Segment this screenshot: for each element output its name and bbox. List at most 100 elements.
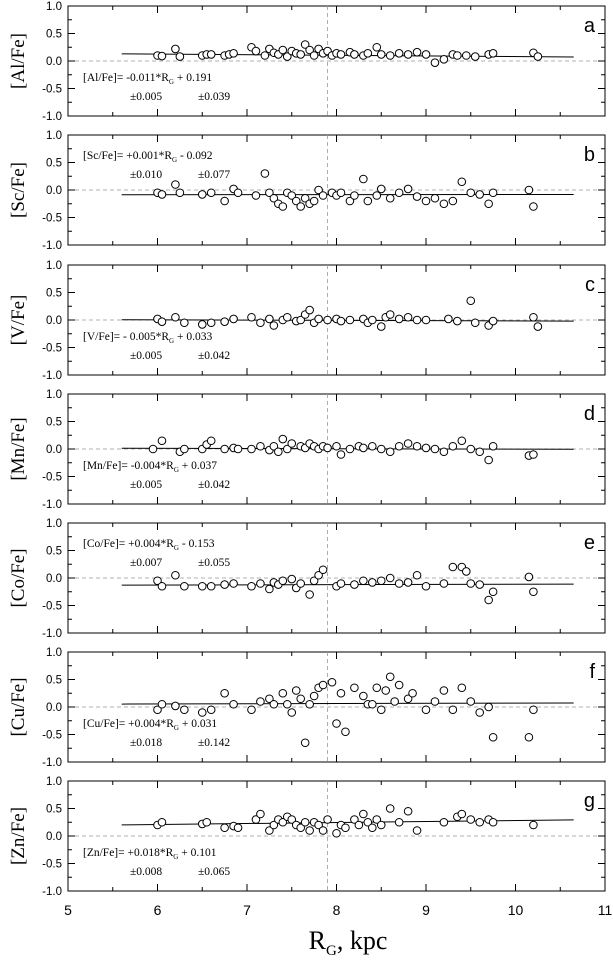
data-point <box>265 188 274 198</box>
data-point <box>350 580 359 589</box>
data-point <box>180 581 189 591</box>
data-point <box>376 184 386 194</box>
data-point <box>269 321 279 330</box>
data-point <box>229 49 238 58</box>
data-point <box>314 185 323 195</box>
data-point <box>229 699 238 709</box>
panel-letter: f <box>589 661 595 683</box>
y-axis-label: [V/Fe] <box>8 295 29 346</box>
x-tick-label: 10 <box>508 902 524 918</box>
data-point <box>363 196 373 206</box>
data-point <box>403 694 413 704</box>
data-point <box>359 691 368 701</box>
data-point <box>359 174 368 184</box>
y-axis-label: [Zn/Fe] <box>8 807 29 865</box>
data-point <box>332 828 341 838</box>
data-point <box>394 49 404 58</box>
data-point <box>282 52 292 61</box>
data-point <box>260 51 270 60</box>
data-point <box>345 196 355 206</box>
data-point <box>403 184 413 194</box>
data-point <box>202 817 212 827</box>
data-point <box>403 312 413 322</box>
data-point <box>180 318 189 328</box>
data-point <box>376 705 386 715</box>
data-point <box>488 316 498 326</box>
data-point <box>412 315 422 325</box>
slope-error: ±0.007 <box>130 557 162 569</box>
data-point <box>529 587 538 597</box>
data-point <box>157 51 167 61</box>
data-point <box>475 708 485 717</box>
data-point <box>439 686 449 695</box>
data-point <box>318 565 328 575</box>
data-point <box>220 580 229 589</box>
data-point <box>251 815 261 824</box>
data-point <box>381 686 391 695</box>
data-point <box>466 188 476 198</box>
data-point <box>269 193 279 203</box>
data-point <box>385 51 395 60</box>
data-point <box>175 52 185 61</box>
data-point <box>341 727 350 737</box>
data-point <box>394 680 404 690</box>
y-tick-label: 0.5 <box>46 804 62 816</box>
panel-e: -1.0 -0.5 0.0 0.5 1.0 [Co/Fe] e [Co/Fe]= +0.004… <box>8 518 606 640</box>
data-point <box>421 581 431 591</box>
data-point <box>309 576 319 586</box>
fit-line <box>121 583 574 586</box>
fit-line <box>121 819 574 826</box>
y-tick-label: -0.5 <box>42 343 62 355</box>
data-point <box>233 823 243 833</box>
data-point <box>390 697 399 706</box>
y-tick-label: -1.0 <box>42 240 62 252</box>
y-tick-label: 0.0 <box>46 702 62 714</box>
data-point <box>524 185 534 195</box>
intercept-error: ±0.065 <box>198 866 230 878</box>
data-point <box>475 817 485 827</box>
data-point <box>247 312 256 322</box>
data-point <box>291 686 301 695</box>
data-point <box>323 443 332 453</box>
data-point <box>305 305 314 315</box>
panel-letter: d <box>584 403 595 425</box>
data-point <box>229 314 238 324</box>
y-tick-label: 1.0 <box>46 1 62 13</box>
data-point <box>309 51 319 60</box>
y-tick-label: -1.0 <box>42 757 62 769</box>
data-point <box>394 579 404 588</box>
data-point <box>171 44 180 54</box>
data-point <box>229 579 238 588</box>
data-point <box>403 439 413 448</box>
y-tick-label: 1.0 <box>46 518 62 530</box>
data-point <box>233 444 243 454</box>
data-point <box>421 705 431 715</box>
data-point <box>197 708 207 717</box>
data-point <box>287 815 297 824</box>
y-axis-label: [Mn/Fe] <box>8 417 29 480</box>
data-point <box>376 50 386 59</box>
data-point <box>171 180 180 189</box>
data-point <box>247 444 256 454</box>
data-point <box>488 49 498 58</box>
data-point <box>453 51 462 60</box>
data-point <box>359 443 368 453</box>
regression-equation: [Sc/Fe]= +0.001*RG - 0.092 <box>83 150 213 164</box>
data-point <box>529 312 538 322</box>
data-point <box>488 732 498 742</box>
data-point <box>256 579 265 588</box>
y-tick-label: 0.0 <box>46 56 62 68</box>
panels: -1.0 -0.5 0.0 0.5 1.0 [Al/Fe] a [Al/Fe]= -0.011… <box>8 1 612 918</box>
panel-letter: g <box>584 790 595 812</box>
regression-equation: [Mn/Fe]= -0.004*RG + 0.037 <box>83 460 217 474</box>
panel-g: -1.0 -0.5 0.0 0.5 1.0 [Zn/Fe] g [Zn/Fe]= +0.018… <box>8 776 612 918</box>
data-point <box>296 315 306 325</box>
slope-error: ±0.010 <box>130 169 162 181</box>
data-point <box>336 450 346 459</box>
data-point <box>148 444 158 454</box>
data-point <box>206 581 216 591</box>
data-point <box>247 581 256 591</box>
data-point <box>412 826 422 835</box>
y-tick-label: 1.0 <box>46 389 62 401</box>
data-point <box>171 570 180 580</box>
